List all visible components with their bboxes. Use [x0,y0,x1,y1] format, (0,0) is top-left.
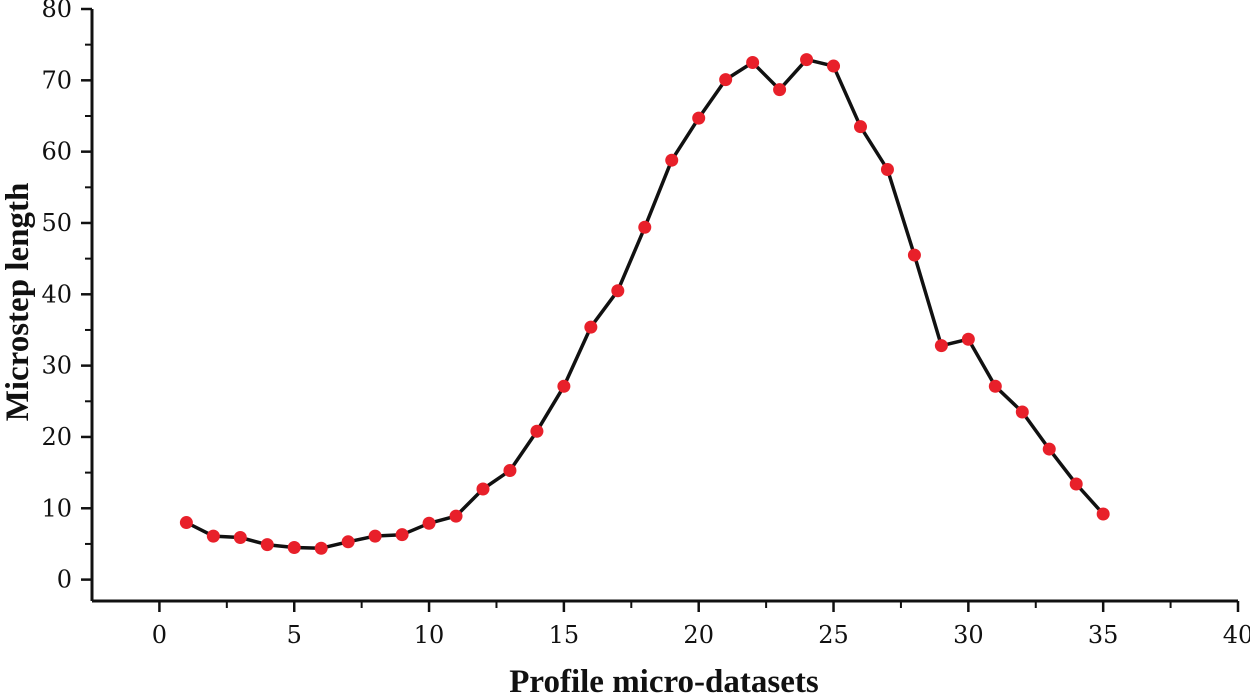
y-tick-label: 40 [41,280,72,308]
data-point [179,516,193,530]
x-tick-label: 35 [1088,621,1119,649]
data-point [1015,405,1029,419]
data-point [907,248,921,262]
data-point [773,83,787,97]
y-tick-label: 0 [57,566,72,594]
data-point [557,379,571,393]
y-tick-label: 70 [41,66,72,94]
data-point [422,516,436,530]
y-tick-label: 10 [41,494,72,522]
y-tick-label: 20 [41,423,72,451]
x-tick-label: 40 [1223,621,1250,649]
data-point [988,379,1002,393]
data-point [1069,477,1083,491]
x-tick-label: 15 [549,621,580,649]
data-point [692,111,706,125]
x-axis-title: Profile micro-datasets [509,664,819,696]
data-point [880,162,894,176]
series-line-group [185,57,1105,550]
data-point [368,529,382,543]
data-point [206,529,220,543]
data-point [934,339,948,353]
data-point [1042,442,1056,456]
series-line [185,57,1105,550]
x-tick-label: 10 [414,621,445,649]
data-point [827,59,841,73]
data-point [800,53,814,67]
data-point [961,332,975,346]
data-point [638,220,652,234]
data-point [503,463,517,477]
data-point [746,55,760,69]
data-point [341,535,355,549]
y-tick-label: 30 [41,352,72,380]
data-point [719,73,733,87]
y-tick-label: 50 [41,209,72,237]
data-point [449,509,463,523]
data-point [314,541,328,555]
series-markers-group [179,53,1110,555]
y-axis-title: Microstep length [0,183,36,422]
data-point [665,153,679,167]
x-tick-label: 0 [152,621,167,649]
data-point [530,424,544,438]
ticks: 0 5 10 15 20 25 30 35 40 0 10 20 30 40 50 60 70 80 [41,0,1250,649]
x-tick-label: 30 [953,621,984,649]
data-point [476,482,490,496]
data-point [584,320,598,334]
x-tick-label: 25 [818,621,849,649]
data-point [1096,507,1110,521]
data-point [260,538,274,552]
x-tick-label: 5 [287,621,302,649]
data-point [287,541,301,555]
y-tick-label: 60 [41,138,72,166]
data-point [395,528,409,542]
data-point [611,284,625,298]
data-point [233,531,247,545]
data-point [853,120,867,134]
x-tick-label: 20 [683,621,714,649]
y-tick-label: 80 [41,0,72,23]
axes [90,9,1238,603]
